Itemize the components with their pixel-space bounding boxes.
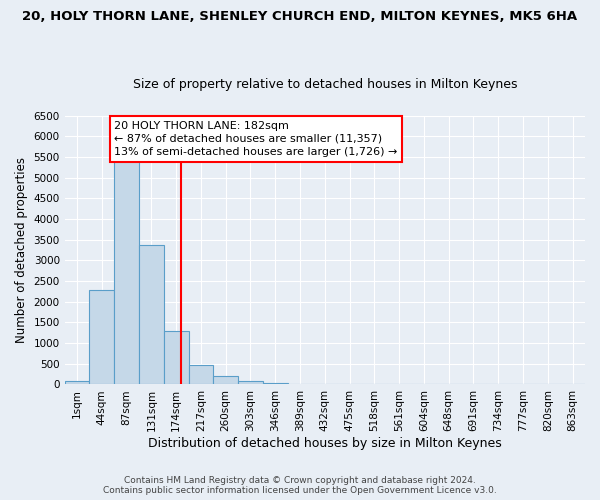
Bar (188, 365, 214, 384)
Text: Contains HM Land Registry data © Crown copyright and database right 2024.
Contai: Contains HM Land Registry data © Crown c… (103, 476, 497, 495)
Bar (164, 330, 188, 384)
Bar (65, 382, 89, 384)
Title: Size of property relative to detached houses in Milton Keynes: Size of property relative to detached ho… (133, 78, 517, 91)
Y-axis label: Number of detached properties: Number of detached properties (15, 157, 28, 343)
Bar (89, 290, 114, 384)
Bar (263, 382, 287, 384)
Bar (139, 244, 164, 384)
Text: 20 HOLY THORN LANE: 182sqm
← 87% of detached houses are smaller (11,357)
13% of : 20 HOLY THORN LANE: 182sqm ← 87% of deta… (114, 120, 398, 157)
Text: 20, HOLY THORN LANE, SHENLEY CHURCH END, MILTON KEYNES, MK5 6HA: 20, HOLY THORN LANE, SHENLEY CHURCH END,… (22, 10, 578, 23)
X-axis label: Distribution of detached houses by size in Milton Keynes: Distribution of detached houses by size … (148, 437, 502, 450)
Bar (214, 376, 238, 384)
Bar (114, 160, 139, 384)
Bar (238, 380, 263, 384)
